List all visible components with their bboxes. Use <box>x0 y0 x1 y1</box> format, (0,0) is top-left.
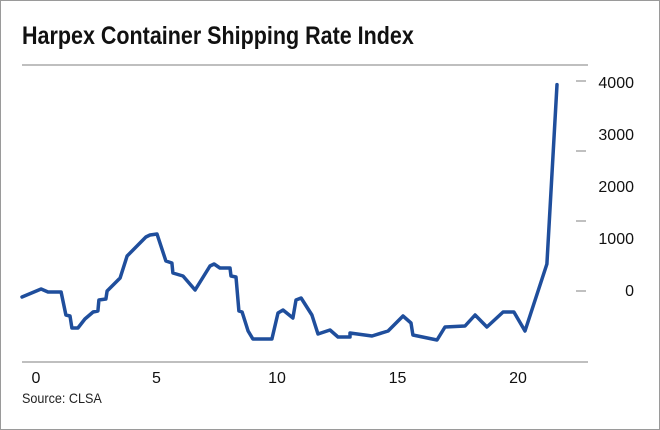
chart-title: Harpex Container Shipping Rate Index <box>22 22 414 50</box>
x-tick-label: 5 <box>152 370 161 387</box>
y-tick-label: 2000 <box>598 179 634 196</box>
y-tick-label: 1000 <box>598 231 634 248</box>
x-tick-label: 10 <box>268 370 286 387</box>
source-note: Source: CLSA <box>22 390 102 406</box>
y-tick-label: 4000 <box>598 75 634 92</box>
series-line-harpex <box>20 82 559 342</box>
x-tick-label: 20 <box>509 370 527 387</box>
x-tick-label: 0 <box>32 370 41 387</box>
y-tick-label: 0 <box>625 283 634 300</box>
y-tick-label: 3000 <box>598 127 634 144</box>
x-tick-label: 15 <box>389 370 407 387</box>
